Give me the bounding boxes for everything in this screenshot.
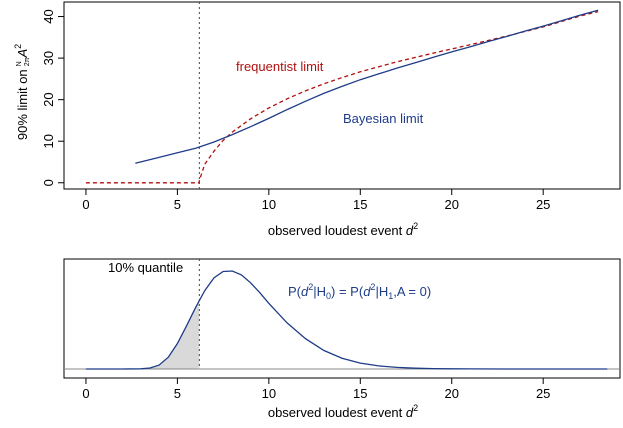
formula-sub0: 0 [326, 291, 331, 301]
top-y-tick-label: 0 [41, 179, 56, 186]
formula-d1: d [301, 284, 309, 299]
bottom-x-tick-label: 15 [353, 386, 367, 401]
top-y-axis-title-text: 90% limit on [15, 69, 30, 140]
bottom-x-axis-title-superscript: 2 [413, 403, 418, 413]
bottom-x-axis-title-text: observed loudest event [268, 405, 406, 420]
quantile-shaded-area [85, 300, 200, 369]
top-x-axis-title-symbol: d [406, 223, 414, 238]
bottom-x-tick-label: 0 [82, 386, 89, 401]
bottom-x-tick-label: 10 [262, 386, 276, 401]
top-x-tick-label: 20 [445, 197, 459, 212]
top-y-tick-label: 30 [41, 51, 56, 65]
top-y-axis: 0 10 20 30 40 [41, 9, 64, 186]
formula-part: P( [288, 284, 302, 299]
top-y-tick-label: 10 [41, 134, 56, 148]
bottom-x-tick-label: 20 [445, 386, 459, 401]
top-y-axis-title-symbol: A [15, 49, 30, 59]
top-x-tick-label: 5 [174, 197, 181, 212]
top-x-tick-label: 15 [353, 197, 367, 212]
formula-eq: ) = P( [331, 284, 364, 299]
top-plot-frame [63, 1, 621, 190]
top-x-axis-title-text: observed loudest event [268, 223, 406, 238]
top-x-axis-title-superscript: 2 [413, 221, 418, 231]
svg-text:90% limit onN2πA2: 90% limit on N2πA2 [13, 44, 31, 140]
frequentist-limit-label: frequentist limit [236, 59, 324, 74]
formula-h1: |H [375, 284, 388, 299]
bayesian-limit-label: Bayesian limit [343, 111, 424, 126]
top-y-tick-label: 20 [41, 92, 56, 106]
bottom-x-tick-label: 5 [174, 386, 181, 401]
distribution-curve [85, 270, 608, 370]
formula-sup2: 2 [370, 282, 375, 292]
formula-label: P(d2|H0) = P(d2|H1,A = 0) [288, 282, 431, 301]
formula-sup1: 2 [308, 282, 313, 292]
formula-tail: ,A = 0) [393, 284, 431, 299]
quantile-label: 10% quantile [108, 260, 183, 275]
top-y-axis-title-fraction-den: 2π [24, 57, 31, 66]
bottom-x-tick-label: 25 [536, 386, 550, 401]
top-x-tick-label: 10 [262, 197, 276, 212]
top-x-tick-label: 25 [536, 197, 550, 212]
top-x-axis-title: observed loudest event d2 [268, 221, 418, 238]
top-y-axis-title-superscript: 2 [13, 44, 23, 49]
bottom-x-axis: 0 5 10 15 20 25 [82, 378, 550, 401]
formula-h0: |H [313, 284, 326, 299]
top-y-tick-label: 40 [41, 9, 56, 23]
bayesian-limit-line [135, 9, 599, 164]
bottom-plot-frame [63, 258, 621, 379]
top-x-axis: 0 5 10 15 20 25 [82, 189, 550, 212]
top-y-axis-title-fraction-num: N [16, 61, 23, 66]
formula-d2: d [363, 284, 371, 299]
bottom-panel: 0 5 10 15 20 25 10% quantile P(d2|H0) = P(d2|… [63, 258, 621, 420]
bottom-x-axis-title-symbol: d [406, 405, 414, 420]
frequentist-limit-line [85, 10, 599, 184]
top-panel: 0 5 10 15 20 25 0 10 20 30 40 frequentist limit B… [13, 1, 621, 238]
top-y-axis-title: 90% limit on N2πA2 [13, 44, 31, 140]
top-x-tick-label: 0 [82, 197, 89, 212]
bottom-x-axis-title: observed loudest event d2 [268, 403, 418, 420]
formula-sub1: 1 [388, 291, 393, 301]
